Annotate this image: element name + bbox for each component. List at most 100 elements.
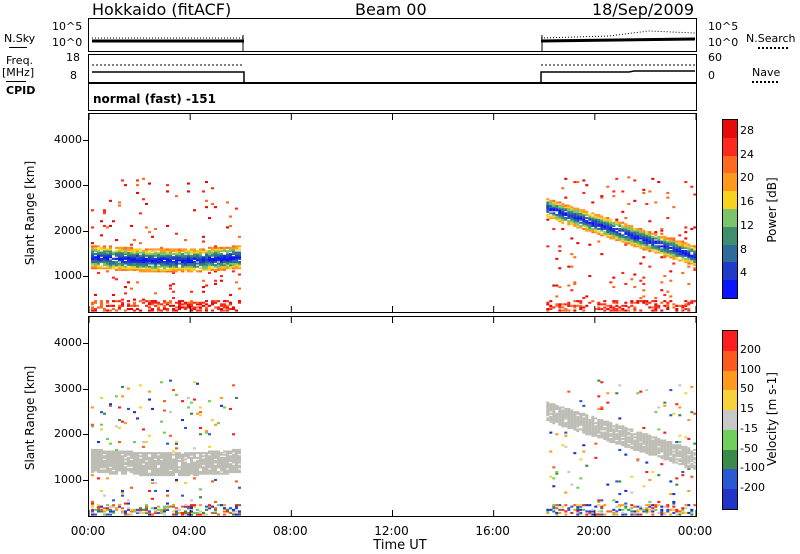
scatter-cell: [627, 202, 631, 205]
scatter-cell: [675, 240, 679, 243]
scatter-cell: [672, 508, 676, 511]
scatter-cell: [217, 248, 220, 251]
scatter-cell: [597, 228, 601, 231]
scatter-cell: [178, 267, 181, 270]
scatter-cell: [552, 207, 556, 210]
scatter-cell: [663, 304, 667, 307]
scatter-cell: [603, 420, 607, 423]
scatter-cell: [552, 504, 556, 507]
scatter-cell: [217, 254, 220, 257]
scatter-cell: [555, 419, 559, 422]
scatter-cell: [591, 430, 595, 433]
scatter-cell: [576, 420, 580, 423]
scatter-cell: [238, 504, 241, 507]
scatter-cell: [133, 508, 136, 511]
scatter-cell: [669, 253, 673, 256]
scatter-cell: [196, 301, 199, 304]
scatter-cell: [597, 221, 601, 224]
scatter-cell: [672, 444, 676, 447]
scatter-cell: [184, 267, 187, 270]
scatter-cell: [223, 265, 226, 268]
scatter-cell: [624, 229, 628, 232]
scatter-cell: [193, 260, 196, 263]
scatter-cell: [564, 309, 568, 312]
scatter-cell: [112, 504, 115, 507]
scatter-cell: [612, 237, 616, 240]
scatter-cell: [112, 257, 115, 260]
scatter-cell: [199, 301, 202, 304]
scatter-cell: [127, 251, 130, 254]
scatter-cell: [229, 455, 232, 458]
scatter-cell: [678, 445, 682, 448]
scatter-cell: [127, 267, 130, 270]
scatter-cell: [648, 237, 652, 240]
scatter-cell: [672, 251, 676, 254]
scatter-cell: [106, 504, 109, 507]
scatter-cell: [642, 246, 646, 249]
scatter-cell: [681, 256, 685, 259]
scatter-cell: [582, 412, 586, 415]
scatter-cell: [558, 267, 562, 270]
scatter-cell: [148, 254, 151, 257]
scatter-cell: [232, 513, 235, 516]
scatter-cell: [166, 190, 169, 193]
scatter-cell: [130, 246, 133, 249]
scatter-cell: [139, 459, 142, 462]
scatter-cell: [151, 308, 154, 311]
scatter-cell: [666, 452, 670, 455]
scatter-cell: [564, 177, 568, 180]
scatter-cell: [567, 204, 571, 207]
scatter-cell: [136, 463, 139, 466]
scatter-cell: [94, 513, 97, 516]
scatter-cell: [555, 284, 559, 287]
scatter-cell: [217, 513, 220, 516]
scatter-cell: [97, 504, 100, 507]
scatter-cell: [127, 513, 130, 516]
scatter-cell: [684, 452, 688, 455]
scatter-cell: [121, 298, 124, 301]
scatter-cell: [660, 450, 664, 453]
scatter-cell: [663, 248, 667, 251]
scatter-cell: [223, 259, 226, 262]
scatter-cell: [208, 257, 211, 260]
scatter-cell: [567, 409, 571, 412]
scatter-cell: [124, 511, 127, 514]
scatter-cell: [630, 243, 634, 246]
scatter-cell: [588, 423, 592, 426]
scatter-cell: [573, 415, 577, 418]
scatter-cell: [190, 467, 193, 470]
scatter-cell: [663, 235, 667, 238]
scatter-cell: [199, 308, 202, 311]
scatter-cell: [178, 254, 181, 257]
scatter-cell: [217, 262, 220, 265]
scatter-cell: [693, 260, 696, 263]
scatter-cell: [684, 243, 688, 246]
scatter-cell: [669, 493, 673, 496]
scatter-cell: [687, 250, 691, 253]
scatter-cell: [139, 267, 142, 270]
scatter-cell: [549, 420, 553, 423]
scatter-cell: [100, 458, 103, 461]
scatter-cell: [184, 474, 187, 477]
scatter-cell: [106, 264, 109, 267]
scatter-cell: [172, 453, 175, 456]
scatter-cell: [190, 300, 193, 303]
scatter-cell: [226, 464, 229, 467]
scatter-cell: [172, 513, 175, 516]
scatter-cell: [100, 453, 103, 456]
scatter-cell: [633, 243, 637, 246]
scatter-cell: [636, 444, 640, 447]
scatter-cell: [127, 248, 130, 251]
scatter-cell: [576, 220, 580, 223]
scatter-cell: [106, 226, 109, 229]
scatter-cell: [175, 267, 178, 270]
scatter-cell: [103, 250, 106, 253]
scatter-cell: [675, 254, 679, 257]
scatter-cell: [208, 267, 211, 270]
scatter-cell: [654, 240, 658, 243]
scatter-cell: [582, 450, 586, 453]
scatter-cell: [208, 259, 211, 262]
scatter-cell: [579, 513, 583, 516]
scatter-cell: [603, 423, 607, 426]
scatter-cell: [178, 303, 181, 306]
